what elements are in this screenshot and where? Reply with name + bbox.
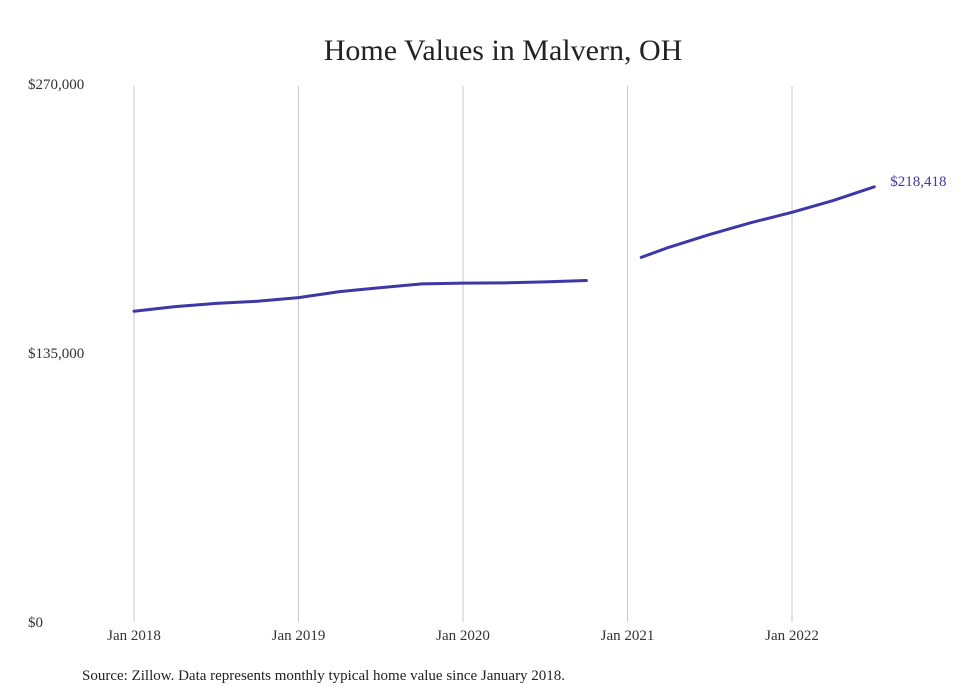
- series-lines: [132, 185, 876, 313]
- grid-lines: [133, 86, 793, 622]
- y-tick-label: $270,000: [28, 77, 84, 93]
- y-tick-label: $0: [28, 615, 43, 631]
- chart-title: Home Values in Malvern, OH: [324, 34, 683, 67]
- x-tick-label: Jan 2021: [601, 628, 655, 644]
- series-line-segment-1: [639, 185, 876, 259]
- source-note: Source: Zillow. Data represents monthly …: [82, 668, 566, 684]
- x-tick-label: Jan 2019: [272, 628, 326, 644]
- y-tick-label: $135,000: [28, 346, 84, 362]
- x-tick-label: Jan 2020: [436, 628, 490, 644]
- y-axis-ticks: $0 $135,000 $270,000: [28, 77, 84, 631]
- end-value-label: $218,418: [890, 174, 946, 190]
- series-line-segment-0: [132, 279, 588, 313]
- x-axis-ticks: Jan 2018 Jan 2019 Jan 2020 Jan 2021 Jan 2022: [107, 628, 819, 644]
- x-tick-label: Jan 2022: [765, 628, 819, 644]
- x-tick-label: Jan 2018: [107, 628, 161, 644]
